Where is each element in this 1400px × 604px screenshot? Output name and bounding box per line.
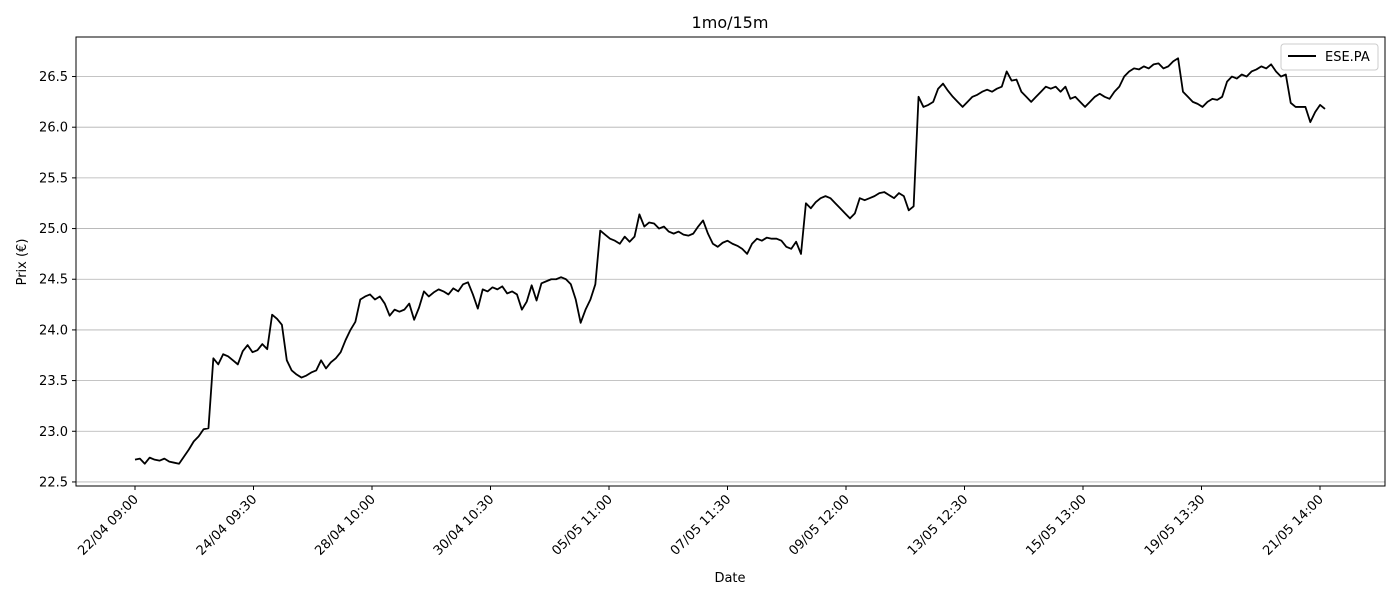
legend: ESE.PA (1280, 43, 1379, 71)
y-tick-label: 25.5 (39, 171, 68, 186)
y-tick-label: 25.0 (39, 222, 68, 237)
plot-area-frame (75, 36, 1386, 487)
legend-box (1280, 43, 1379, 71)
y-tick-label: 26.5 (39, 70, 68, 85)
y-tick-label: 24.0 (39, 323, 68, 338)
y-tick-label: 26.0 (39, 121, 68, 136)
series-line-ese-pa (134, 57, 1326, 465)
legend-label: ESE.PA (1325, 50, 1370, 65)
x-axis-label: Date (714, 571, 745, 586)
y-tick-label: 23.5 (39, 374, 68, 389)
y-axis: 22.5 23.0 23.5 24.0 24.5 25.0 25.5 26.0 26.5 (39, 70, 76, 490)
grid-lines (76, 76, 1385, 483)
chart-title: 1mo/15m (692, 13, 769, 32)
y-tick-label: 23.0 (39, 425, 68, 440)
y-tick-label: 22.5 (39, 475, 68, 490)
y-tick-label: 24.5 (39, 273, 68, 288)
series-layer (134, 57, 1326, 465)
y-axis-label: Prix (€) (15, 239, 30, 286)
